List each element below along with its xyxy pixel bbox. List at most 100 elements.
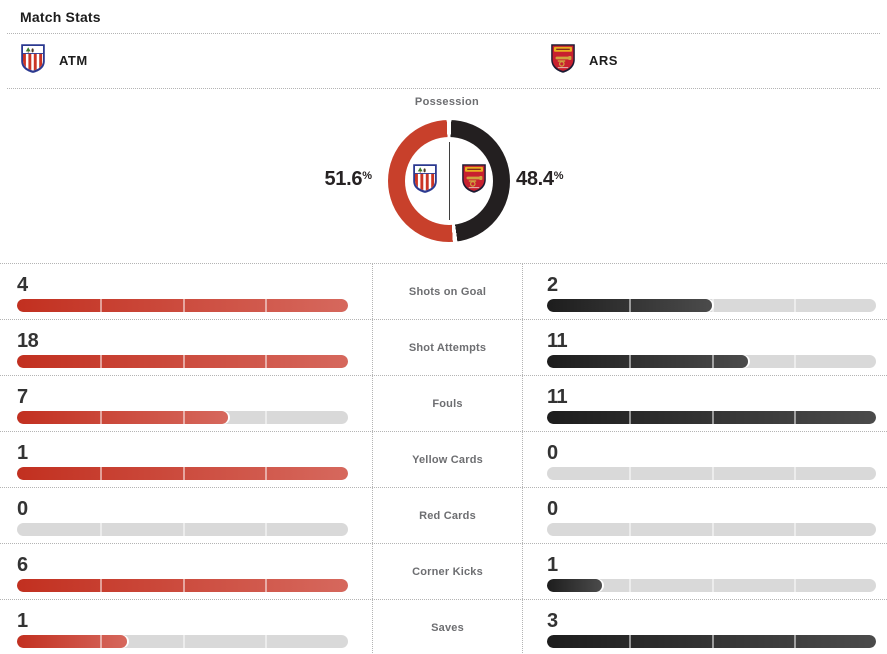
stat-row: 18 Shot Attempts 11	[0, 319, 887, 375]
bar-segment-divider	[629, 467, 632, 480]
stat-label-cell: Saves	[372, 600, 523, 654]
bar-segment-divider	[629, 579, 632, 592]
bar-segment-divider	[793, 579, 796, 592]
away-stat-bar	[547, 579, 876, 592]
bar-segment-divider	[182, 635, 185, 648]
bar-segment-divider	[711, 523, 714, 536]
stat-row: 1 Saves 3	[0, 599, 887, 654]
stats-table: 4 Shots on Goal 2 18	[0, 263, 887, 654]
team-header-away: ARS	[550, 33, 618, 88]
stat-label-cell: Shot Attempts	[372, 320, 523, 375]
center-divider-line	[448, 142, 450, 220]
home-stat-value: 1	[17, 442, 28, 464]
bar-segment-divider	[182, 299, 185, 312]
stat-row: 4 Shots on Goal 2	[0, 263, 887, 319]
bar-segment-divider	[711, 355, 714, 368]
bar-segment-divider	[629, 635, 632, 648]
bar-segment-divider	[711, 299, 714, 312]
bar-segment-divider	[711, 635, 714, 648]
away-stat-bar	[547, 355, 876, 368]
home-bar-fill	[17, 411, 228, 424]
bar-segment-divider	[99, 467, 102, 480]
possession-away-pct: 48.4%	[516, 168, 564, 190]
bar-segment-divider	[99, 299, 102, 312]
home-stat-cell: 0	[0, 488, 372, 543]
percent-sign: %	[362, 170, 372, 182]
away-stat-bar	[547, 299, 876, 312]
bar-segment-divider	[629, 411, 632, 424]
stat-label: Shot Attempts	[408, 341, 487, 354]
home-stat-bar	[17, 411, 348, 424]
stat-label-cell: Red Cards	[372, 488, 523, 543]
home-stat-bar	[17, 635, 348, 648]
home-bar-fill	[17, 635, 128, 648]
stat-row: 7 Fouls 11	[0, 375, 887, 431]
bar-segment-divider	[629, 355, 632, 368]
home-stat-value: 4	[17, 274, 28, 296]
bar-segment-divider	[265, 355, 268, 368]
bar-segment-divider	[793, 355, 796, 368]
home-stat-value: 6	[17, 554, 28, 576]
home-stat-cell: 4	[0, 264, 372, 319]
stat-row: 6 Corner Kicks 1	[0, 543, 887, 599]
bar-segment-divider	[793, 299, 796, 312]
bar-segment-divider	[182, 411, 185, 424]
away-bar-fill	[547, 579, 602, 592]
team-abbr-away: ARS	[589, 53, 618, 68]
bar-segment-divider	[99, 523, 102, 536]
stat-label: Fouls	[432, 397, 463, 410]
home-stat-cell: 7	[0, 376, 372, 431]
bar-segment-divider	[182, 467, 185, 480]
bar-segment-divider	[182, 579, 185, 592]
away-stat-value: 0	[547, 498, 558, 520]
bar-segment-divider	[629, 299, 632, 312]
away-stat-cell: 11	[523, 376, 887, 431]
possession-donut-center	[405, 137, 493, 225]
possession-title: Possession	[414, 96, 480, 108]
stat-row: 1 Yellow Cards 0	[0, 431, 887, 487]
stat-label: Red Cards	[419, 509, 476, 522]
away-stat-bar	[547, 411, 876, 424]
away-stat-value: 11	[547, 330, 568, 352]
stat-label-cell: Corner Kicks	[372, 544, 523, 599]
bar-segment-divider	[711, 411, 714, 424]
away-stat-cell: 2	[523, 264, 887, 319]
home-stat-value: 18	[17, 330, 39, 352]
away-stat-value: 2	[547, 274, 558, 296]
stat-row: 0 Red Cards 0	[0, 487, 887, 543]
away-stat-cell: 0	[523, 432, 887, 487]
percent-sign: %	[553, 170, 564, 182]
team-header-home: ATM	[20, 33, 88, 88]
possession-home-pct: 51.6%	[324, 168, 372, 190]
away-stat-bar	[547, 523, 876, 536]
home-stat-cell: 1	[0, 600, 372, 654]
away-stat-cell: 0	[523, 488, 887, 543]
away-stat-cell: 11	[523, 320, 887, 375]
bar-segment-divider	[99, 411, 102, 424]
stat-label: Shots on Goal	[408, 285, 487, 298]
team-abbr-home: ATM	[59, 53, 88, 68]
away-stat-value: 1	[547, 554, 558, 576]
stat-label-cell: Fouls	[372, 376, 523, 431]
stat-label: Corner Kicks	[412, 565, 483, 578]
home-stat-value: 0	[17, 498, 28, 520]
bar-segment-divider	[265, 579, 268, 592]
bar-segment-divider	[793, 523, 796, 536]
bar-segment-divider	[265, 299, 268, 312]
bar-segment-divider	[265, 467, 268, 480]
away-stat-bar	[547, 635, 876, 648]
bar-segment-divider	[265, 523, 268, 536]
away-stat-bar	[547, 467, 876, 480]
bar-segment-divider	[99, 355, 102, 368]
home-stat-value: 7	[17, 386, 28, 408]
home-stat-value: 1	[17, 610, 28, 632]
bar-segment-divider	[711, 579, 714, 592]
away-stat-value: 3	[547, 610, 558, 632]
ars-crest-icon	[461, 163, 487, 199]
stat-label: Saves	[431, 621, 464, 634]
bar-segment-divider	[265, 635, 268, 648]
away-stat-value: 11	[547, 386, 568, 408]
atm-crest-icon	[20, 43, 46, 79]
possession-donut-chart	[388, 120, 510, 242]
divider-line	[7, 33, 880, 34]
